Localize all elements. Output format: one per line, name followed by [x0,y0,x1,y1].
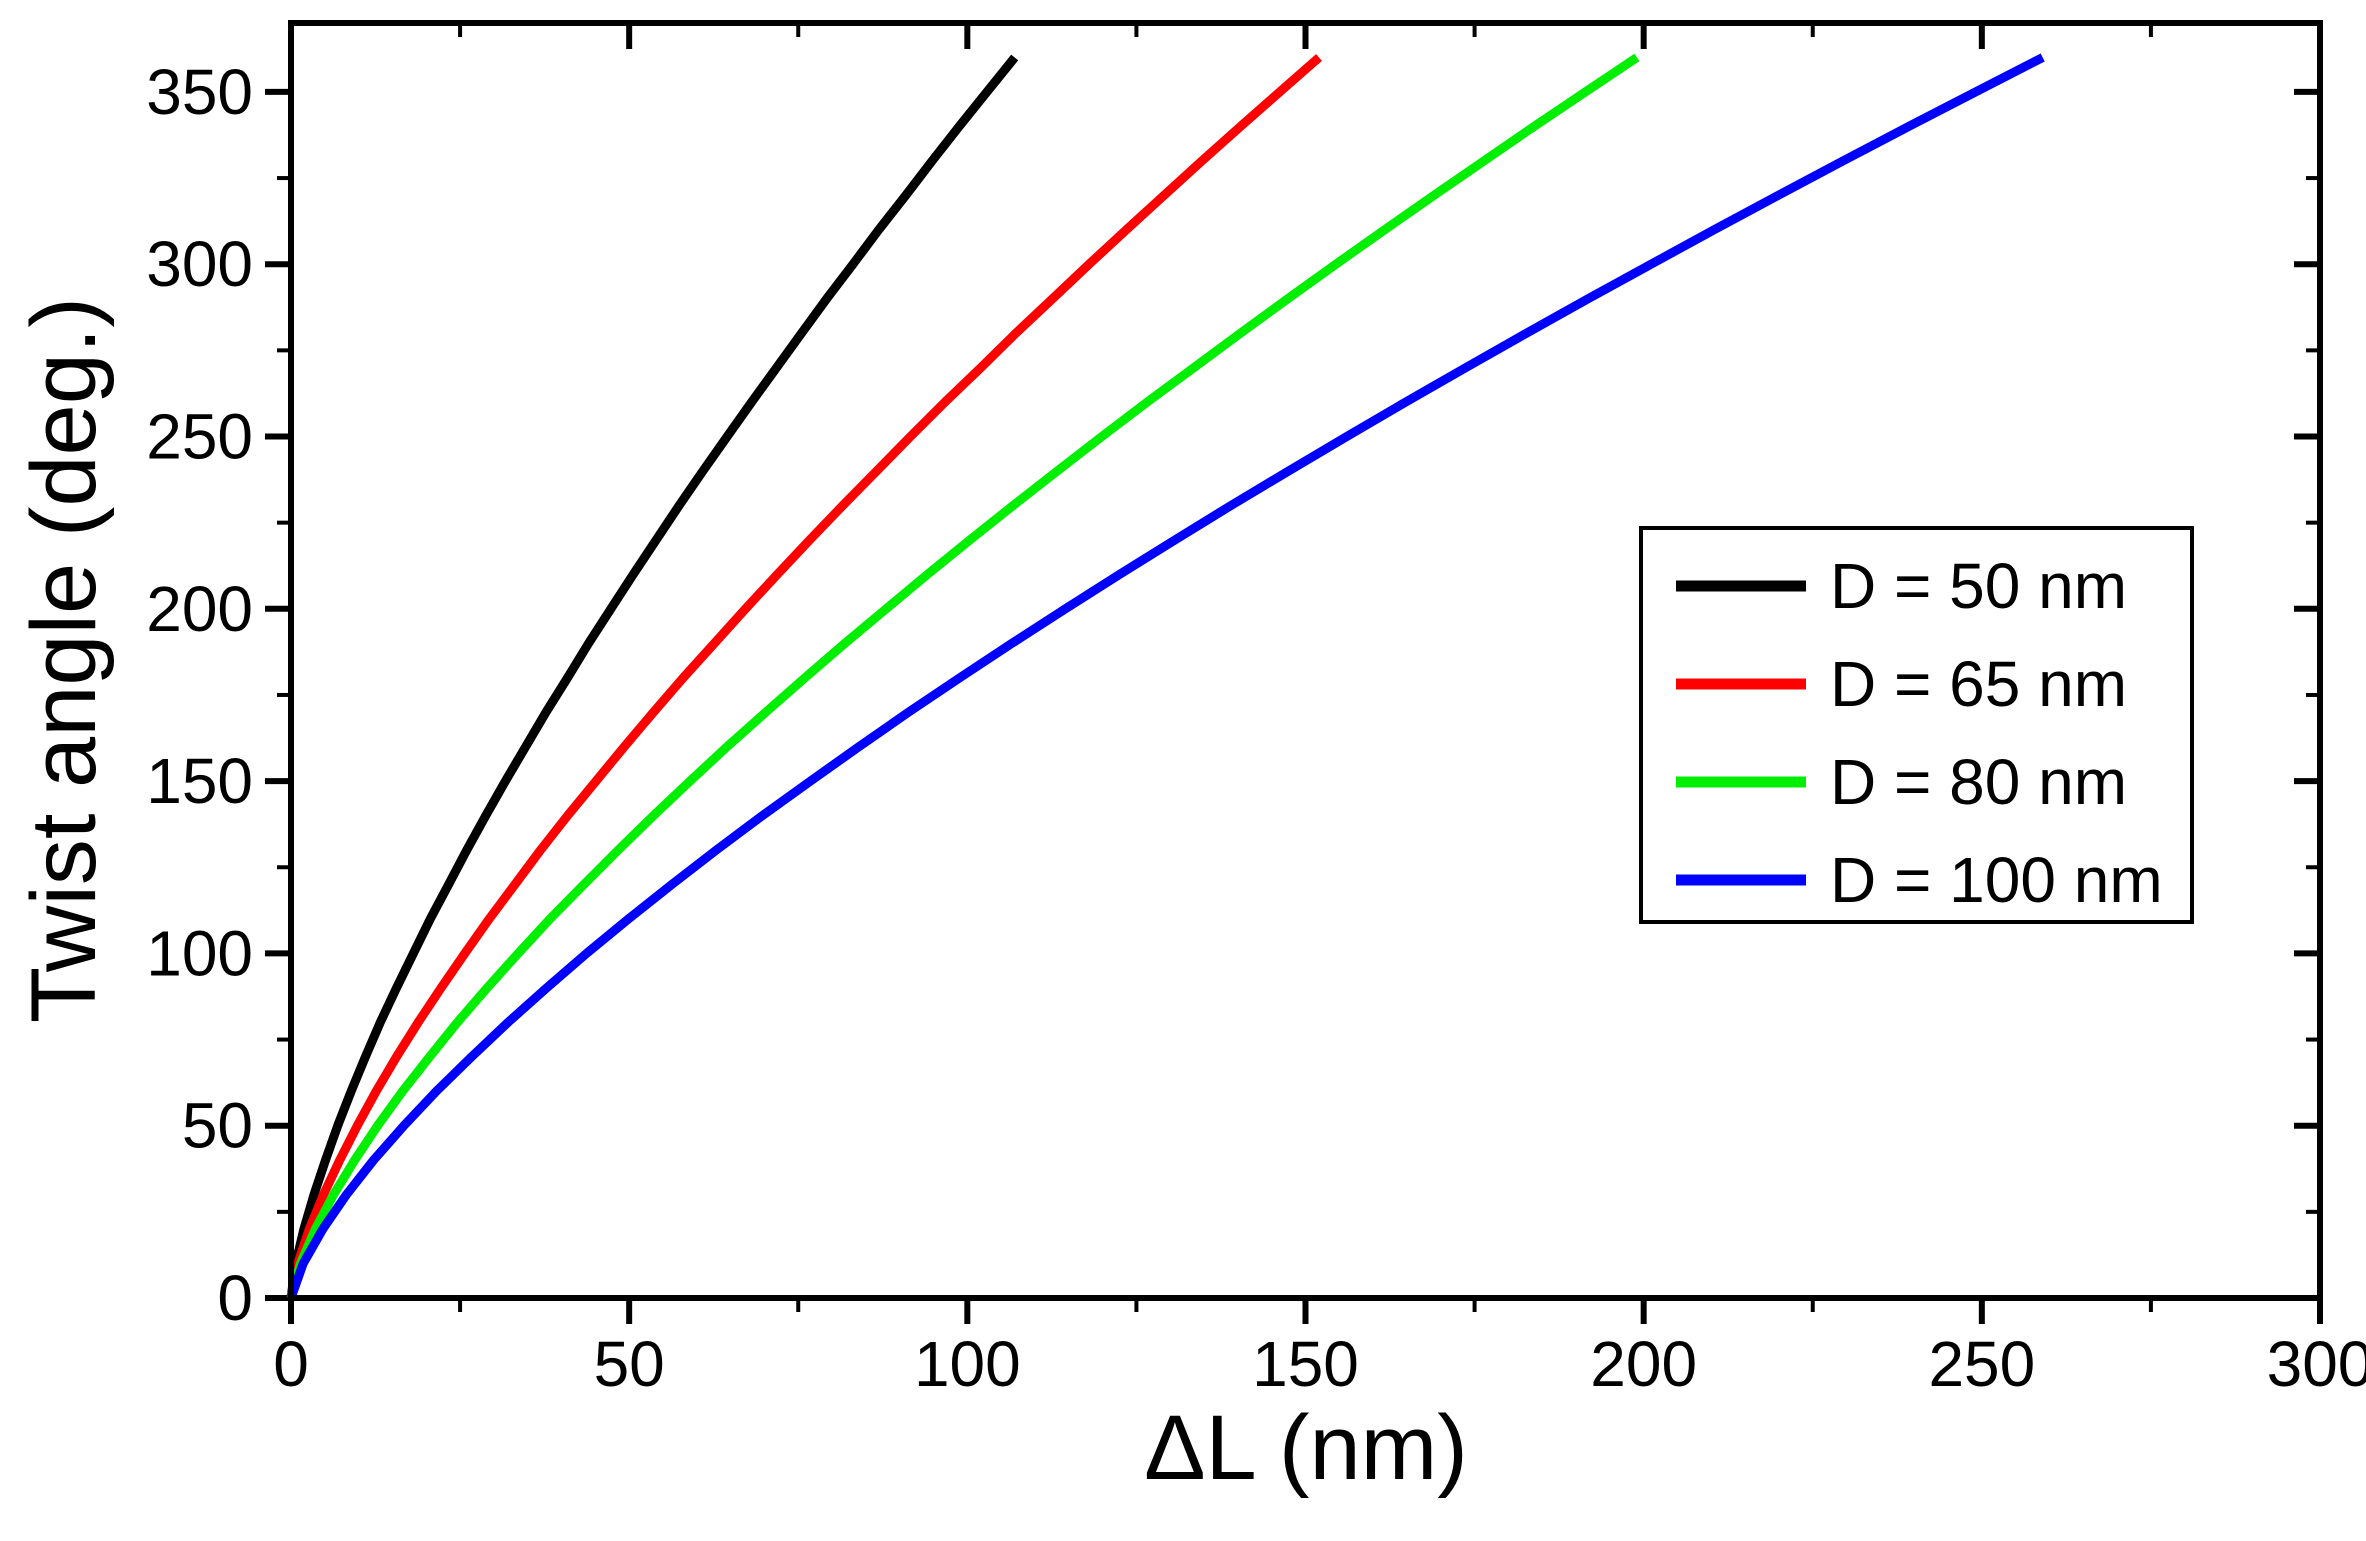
y-tick-label: 100 [146,917,253,989]
x-tick-label: 100 [914,1328,1021,1400]
series-line-3 [286,53,2045,1300]
y-tick-label: 50 [182,1090,253,1162]
x-tick-label: 150 [1252,1328,1359,1400]
y-axis-title: Twist angle (deg.) [13,296,115,1024]
legend-label-2: D = 80 nm [1830,746,2127,818]
plot-frame [288,20,2323,1301]
y-tick-label: 300 [146,228,253,300]
y-tick-label: 0 [217,1262,253,1334]
y-tick-label: 150 [146,745,253,817]
series-line-2 [286,53,1640,1300]
series-line-1 [286,54,1322,1299]
y-tick-label: 250 [146,401,253,473]
y-tick-label: 200 [146,573,253,645]
y-tick-label: 350 [146,56,253,128]
x-tick-label: 50 [594,1328,665,1400]
series-line-0 [286,54,1019,1299]
x-tick-label: 0 [273,1328,309,1400]
legend-label-1: D = 65 nm [1830,648,2127,720]
legend-label-0: D = 50 nm [1830,550,2127,622]
legend-box [1639,526,2194,924]
x-tick-label: 250 [1928,1328,2035,1400]
legend-label-3: D = 100 nm [1830,844,2163,916]
x-axis-title: ΔL (nm) [1144,1397,1468,1499]
x-tick-label: 200 [1590,1328,1697,1400]
x-tick-label: 300 [2267,1328,2366,1400]
